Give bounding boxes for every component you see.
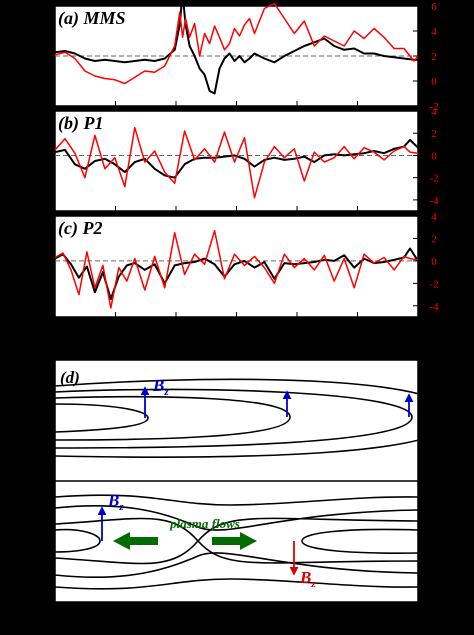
panel-label: (c) P2 [58, 218, 102, 239]
series-line-red [54, 126, 419, 199]
series-line-black [54, 0, 418, 95]
y-tick-label: 0 [431, 150, 437, 162]
y-tick-label: 2 [431, 51, 437, 63]
y-tick-label: 4 [431, 26, 437, 38]
y-tick-label: -4 [429, 195, 439, 207]
bz-label-lower-down: Bz [299, 568, 316, 590]
y-tick-label: 0 [431, 256, 437, 268]
right-axis-label: Bz nT [453, 251, 470, 281]
y-tick-label: -2 [429, 278, 438, 290]
y-tick-label: -2 [429, 101, 438, 113]
y-tick-label: 4 [431, 106, 437, 118]
panel-a-mms: -2 0 2 4 6 Bz nT (a) MMS [54, 0, 470, 113]
field-lines-lower [54, 494, 419, 590]
y-tick-label: 0 [431, 76, 437, 88]
field-lines-upper [54, 378, 456, 458]
panel-b-p1: -4 -2 0 2 4 Bz nT (b) P1 [54, 106, 470, 212]
right-axis-label: Bz nT [453, 41, 470, 71]
right-axis-label: Bz nT [453, 146, 470, 176]
panel-d-label: (d) [60, 368, 80, 387]
plasma-flows-label: plasma flows [169, 516, 240, 531]
y-tick-label: 2 [431, 233, 437, 245]
series-line-red [54, 229, 419, 309]
y-tick-label: 6 [431, 1, 437, 13]
y-tick-label: -4 [429, 301, 439, 313]
bz-label-upper: Bz [152, 376, 169, 398]
y-tick-label: 2 [431, 128, 437, 140]
panel-label: (a) MMS [58, 8, 126, 29]
flow-arrow-right [212, 532, 257, 550]
bz-label-lower-up: Bz [107, 491, 124, 513]
panel-c-p2: -4 -2 0 2 4 Bz nT (c) P2 [54, 211, 470, 318]
panel-d-diagram: (d) Bz Bz Bz plasma flows [54, 359, 456, 603]
series-line-red [54, 2, 419, 85]
y-tick-label: 4 [431, 211, 437, 223]
y-tick-label: -2 [429, 173, 438, 185]
flow-arrow-left [113, 532, 158, 550]
panel-label: (b) P1 [58, 113, 103, 134]
series-line-black [54, 138, 419, 179]
